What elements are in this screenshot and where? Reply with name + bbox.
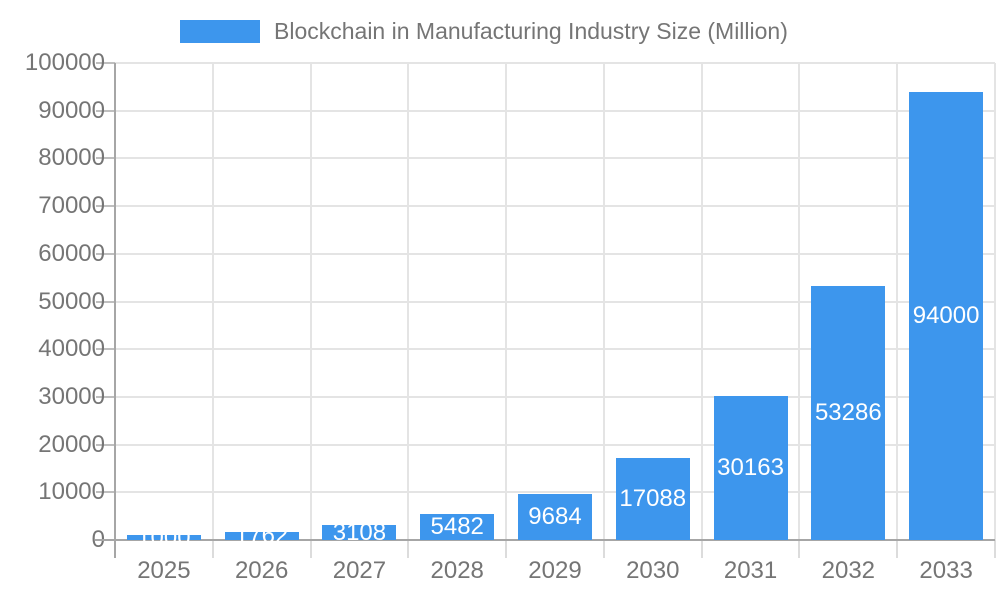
y-axis-tick-label: 20000 (38, 430, 105, 458)
y-axis-tick-label: 30000 (38, 382, 105, 410)
y-axis-tick (96, 348, 115, 351)
gridline-vertical (407, 63, 410, 540)
y-axis-line (114, 63, 116, 558)
x-axis-tick (407, 540, 410, 558)
gridline-vertical (211, 63, 214, 540)
y-axis-tick (96, 157, 115, 160)
x-axis-tick (211, 540, 214, 558)
x-axis-tick (505, 540, 508, 558)
y-axis-tick-label: 40000 (38, 335, 105, 363)
y-axis-tick (96, 300, 115, 303)
x-axis-tick (896, 540, 899, 558)
gridline-vertical (896, 63, 899, 540)
bar-2030[interactable]: 17088 (615, 458, 690, 540)
gridline-horizontal (115, 62, 995, 64)
legend-swatch (180, 20, 260, 43)
bar-value-label: 1762 (234, 521, 289, 549)
gridline-vertical (309, 63, 312, 540)
y-axis-tick-label: 60000 (38, 239, 105, 267)
gridline-horizontal (115, 157, 995, 160)
bar-2026[interactable]: 1762 (224, 522, 299, 549)
x-axis-tick (798, 540, 801, 558)
x-axis-tick-label: 2033 (919, 557, 973, 584)
y-axis-tick (96, 109, 115, 112)
x-axis-tick-label: 2031 (723, 557, 778, 584)
bar-value-label: 1000 (137, 523, 191, 551)
gridline-vertical (798, 63, 801, 540)
legend-item[interactable]: Blockchain in Manufacturing Industry Siz… (180, 18, 788, 44)
bar-2025[interactable]: 1000 (126, 524, 201, 551)
gridline-vertical (505, 63, 508, 540)
bar-value-label: 30163 (717, 454, 784, 482)
bar-2028[interactable]: 5482 (420, 513, 495, 540)
gridline-horizontal (115, 252, 995, 255)
y-axis-tick-label: 80000 (38, 144, 105, 172)
y-axis-tick-label: 70000 (38, 192, 105, 220)
bar-value-label: 53286 (814, 398, 882, 426)
x-axis-tick-label: 2029 (528, 557, 582, 584)
x-axis-tick (994, 540, 996, 558)
gridline-horizontal (115, 109, 995, 112)
y-axis-tick-label: 10000 (38, 478, 105, 506)
gridline-horizontal (115, 205, 995, 208)
y-axis-tick (96, 395, 115, 398)
y-axis-tick-label: 50000 (38, 287, 105, 315)
bar-value-label: 3108 (332, 518, 387, 546)
y-axis-tick-label: 90000 (38, 96, 105, 124)
y-axis-tick-label: 100000 (24, 49, 105, 76)
x-axis-tick-label: 2032 (821, 557, 876, 584)
bar-2027[interactable]: 3108 (322, 519, 397, 546)
x-axis-line (95, 539, 995, 541)
y-axis-tick-label: 0 (91, 526, 105, 553)
x-axis-tick (602, 540, 605, 558)
bar-2031[interactable]: 30163 (713, 396, 788, 540)
y-axis-tick (96, 443, 115, 446)
gridline-vertical (994, 63, 996, 540)
gridline-vertical (700, 63, 703, 540)
gridline-vertical (602, 63, 605, 540)
x-axis-tick-label: 2025 (137, 557, 191, 584)
bar-2033[interactable]: 94000 (909, 91, 984, 540)
x-axis-tick-label: 2027 (332, 557, 387, 584)
bar-value-label: 17088 (619, 485, 687, 513)
x-axis-tick-label: 2030 (626, 557, 680, 584)
gridline-horizontal (115, 395, 995, 398)
gridline-horizontal (115, 348, 995, 351)
bar-value-label: 9684 (528, 502, 582, 530)
gridline-horizontal (115, 443, 995, 446)
x-axis-tick (700, 540, 703, 558)
y-axis-tick (96, 62, 115, 64)
x-axis-tick (309, 540, 312, 558)
y-axis-tick (96, 205, 115, 208)
x-axis-tick-label: 2028 (430, 557, 484, 584)
x-axis-tick-label: 2026 (234, 557, 289, 584)
y-axis-tick (96, 252, 115, 255)
bar-value-label: 5482 (430, 512, 484, 540)
gridline-horizontal (115, 491, 995, 494)
bar-value-label: 94000 (912, 301, 980, 329)
legend-label: Blockchain in Manufacturing Industry Siz… (274, 18, 788, 44)
gridline-horizontal (115, 300, 995, 303)
bar-2032[interactable]: 53286 (811, 285, 886, 540)
y-axis-tick (96, 491, 115, 494)
bar-2029[interactable]: 9684 (518, 493, 592, 540)
